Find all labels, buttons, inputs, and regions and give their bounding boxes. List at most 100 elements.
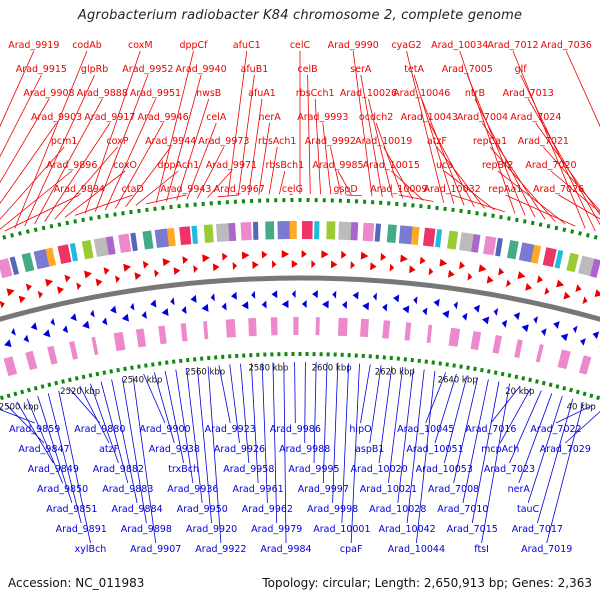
forward-gene bbox=[291, 260, 298, 268]
forward-gene bbox=[84, 270, 92, 279]
reverse-gene-label: Arad_7029 bbox=[540, 444, 591, 455]
reverse-label-leader bbox=[462, 379, 489, 504]
scale-tick bbox=[475, 211, 479, 216]
feature-block bbox=[118, 233, 132, 253]
feature-block bbox=[578, 255, 595, 277]
forward-gene-label: afuA1 bbox=[248, 88, 276, 99]
scale-label: 20 kbp bbox=[505, 387, 534, 397]
forward-gene-label: Arad_9894 bbox=[54, 184, 105, 195]
forward-gene-label: Arad_9896 bbox=[46, 160, 97, 171]
reverse-gene-label: Arad_9938 bbox=[149, 444, 200, 455]
scale-tick bbox=[528, 377, 533, 383]
reverse-gene bbox=[580, 338, 586, 346]
feature-block bbox=[69, 242, 78, 262]
feature-block bbox=[506, 240, 519, 260]
feature-block bbox=[166, 227, 176, 247]
forward-gene-label: serA bbox=[350, 64, 372, 75]
reverse-label-leader bbox=[47, 393, 82, 524]
reverse-gene-label: Arad_9891 bbox=[56, 524, 107, 535]
reverse-gene bbox=[102, 317, 108, 326]
feature-block bbox=[105, 236, 116, 255]
forward-gene-label: tetA bbox=[404, 64, 424, 75]
scale-tick bbox=[491, 213, 495, 218]
reverse-gene-label: Arad_9880 bbox=[74, 424, 125, 435]
feature-block bbox=[158, 325, 167, 345]
feature-block bbox=[25, 350, 38, 371]
forward-gene-label: Arad_9985 bbox=[312, 160, 363, 171]
forward-gene-label: Arad_10043 bbox=[401, 112, 458, 123]
scale-tick bbox=[57, 222, 62, 227]
reverse-gene bbox=[493, 308, 499, 316]
scale-tick bbox=[158, 361, 162, 366]
scale-tick bbox=[555, 384, 560, 389]
reverse-gene bbox=[462, 312, 468, 321]
scale-tick bbox=[483, 212, 487, 217]
scale-tick bbox=[522, 219, 527, 224]
reverse-gene bbox=[352, 291, 359, 300]
forward-gene-label: celC bbox=[290, 40, 311, 51]
reverse-gene bbox=[231, 291, 237, 300]
scale-tick bbox=[466, 365, 470, 370]
scale-tick bbox=[97, 214, 101, 220]
reverse-gene bbox=[393, 294, 400, 303]
reverse-gene-label: Arad_9998 bbox=[307, 504, 358, 515]
forward-label-leader bbox=[565, 50, 600, 128]
reverse-gene bbox=[170, 297, 175, 306]
reverse-gene bbox=[181, 306, 187, 314]
scale-tick bbox=[102, 370, 107, 375]
forward-label-leader bbox=[489, 146, 556, 222]
forward-gene-label: Arad_7024 bbox=[510, 112, 561, 123]
reverse-gene bbox=[372, 292, 377, 301]
forward-gene bbox=[360, 251, 369, 260]
reverse-gene-label: hipO bbox=[349, 424, 371, 435]
scale-tick bbox=[473, 366, 477, 372]
forward-label-leader bbox=[84, 50, 141, 214]
reverse-label-leader bbox=[100, 381, 129, 484]
scale-tick bbox=[6, 393, 11, 399]
forward-gene bbox=[341, 250, 347, 259]
feature-block bbox=[495, 237, 503, 257]
forward-label-leader bbox=[368, 98, 393, 198]
forward-gene bbox=[123, 263, 132, 272]
reverse-label-leader bbox=[229, 364, 240, 444]
feature-block bbox=[530, 244, 542, 264]
reverse-label-leader bbox=[153, 372, 175, 444]
feature-block bbox=[398, 225, 413, 245]
forward-gene bbox=[193, 265, 198, 273]
scale-tick bbox=[105, 213, 109, 218]
forward-gene bbox=[478, 264, 487, 273]
reverse-label-leader bbox=[332, 362, 339, 504]
reverse-gene-label: Arad_9847 bbox=[18, 444, 69, 455]
reverse-gene bbox=[210, 293, 215, 302]
reverse-label-leader bbox=[207, 366, 222, 544]
forward-gene-label: repAa1 bbox=[488, 184, 522, 195]
scale-tick bbox=[507, 216, 511, 221]
reverse-gene bbox=[11, 327, 16, 336]
feature-block bbox=[542, 247, 557, 268]
forward-gene-label: afuC1 bbox=[233, 40, 261, 51]
forward-label-leader bbox=[451, 194, 505, 213]
forward-gene-label: Arad_7012 bbox=[487, 40, 538, 51]
reverse-gene-label: Arad_9920 bbox=[186, 524, 237, 535]
forward-label-leader bbox=[466, 74, 526, 216]
forward-gene bbox=[582, 296, 588, 305]
scale-tick bbox=[33, 385, 38, 391]
feature-block bbox=[483, 235, 497, 256]
forward-label-leader bbox=[352, 50, 373, 197]
reverse-label-leader bbox=[143, 373, 166, 424]
reverse-label-leader bbox=[58, 390, 91, 544]
forward-label-leader bbox=[24, 74, 95, 227]
forward-gene bbox=[222, 252, 228, 261]
reverse-gene-label: xylBch bbox=[75, 544, 107, 555]
forward-gene bbox=[6, 288, 15, 297]
scale-tick bbox=[507, 373, 512, 378]
feature-block bbox=[142, 230, 154, 250]
reverse-gene-label: cpaF bbox=[340, 544, 363, 555]
forward-gene-label: Arad_9917 bbox=[84, 112, 135, 123]
forward-gene bbox=[536, 275, 543, 284]
scale-tick bbox=[546, 223, 551, 229]
feature-block bbox=[554, 249, 564, 269]
forward-label-leader bbox=[345, 194, 362, 196]
forward-label-leader bbox=[512, 50, 586, 229]
